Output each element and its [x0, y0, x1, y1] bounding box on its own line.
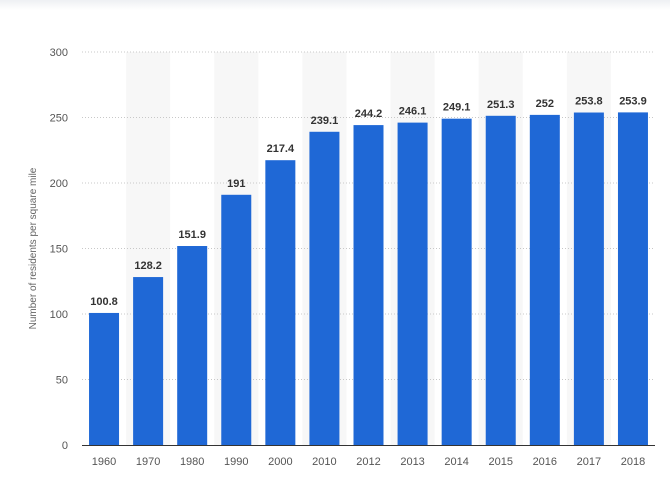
data-label: 253.9: [619, 95, 647, 107]
data-label: 128.2: [134, 260, 162, 272]
bar: [177, 246, 208, 445]
data-label: 100.8: [90, 296, 118, 308]
bar: [529, 114, 560, 445]
y-tick-label: 0: [62, 440, 68, 452]
y-tick-label: 200: [50, 178, 68, 190]
x-tick-label: 1980: [180, 456, 204, 468]
data-labels: 100.8 128.2 151.9 191 217.4 239.1 244.2 246.1 24…: [90, 95, 646, 308]
x-tick-label: 1990: [224, 456, 248, 468]
y-axis-title: Number of residents per square mile: [28, 167, 39, 329]
bar: [89, 312, 120, 445]
bars: [89, 112, 648, 446]
data-label: 244.2: [355, 108, 383, 120]
bar: [221, 194, 252, 445]
x-tick-label: 2010: [312, 456, 336, 468]
data-label: 246.1: [399, 106, 427, 118]
bar: [573, 112, 604, 445]
x-tick-label: 2000: [268, 456, 292, 468]
x-tick-label: 2013: [400, 456, 424, 468]
bar: [265, 160, 296, 445]
bar: [617, 112, 648, 446]
bar: [309, 131, 340, 446]
bar: [353, 125, 384, 446]
data-label: 249.1: [443, 102, 471, 114]
y-tick-label: 100: [50, 309, 68, 321]
data-label: 151.9: [178, 229, 206, 241]
x-tick-label: 2018: [621, 456, 645, 468]
x-tick-label: 1960: [92, 456, 116, 468]
header-shadow: [0, 0, 670, 10]
x-tick-label: 2016: [533, 456, 557, 468]
y-tick-label: 300: [50, 47, 68, 59]
data-label: 217.4: [267, 143, 295, 155]
y-tick-label: 50: [56, 375, 68, 387]
y-tick-label: 250: [50, 113, 68, 125]
data-label: 191: [227, 178, 245, 190]
bar: [485, 115, 516, 445]
x-tick-label: 1970: [136, 456, 160, 468]
y-tick-label: 150: [50, 244, 68, 256]
data-label: 251.3: [487, 99, 515, 111]
x-tick-label: 2017: [577, 456, 601, 468]
bar: [133, 277, 164, 445]
data-label: 239.1: [311, 115, 339, 127]
bar: [397, 122, 428, 445]
data-label: 253.8: [575, 96, 603, 108]
y-axis-ticks: 0 50 100 150 200 250 300: [50, 47, 68, 452]
x-tick-label: 2014: [444, 456, 468, 468]
x-tick-label: 2012: [356, 456, 380, 468]
data-label: 252: [536, 98, 554, 110]
x-axis-ticks: 1960 1970 1980 1990 2000 2010 2012 2013 2014 2015…: [92, 456, 645, 468]
bar: [441, 118, 472, 445]
x-tick-label: 2015: [488, 456, 512, 468]
